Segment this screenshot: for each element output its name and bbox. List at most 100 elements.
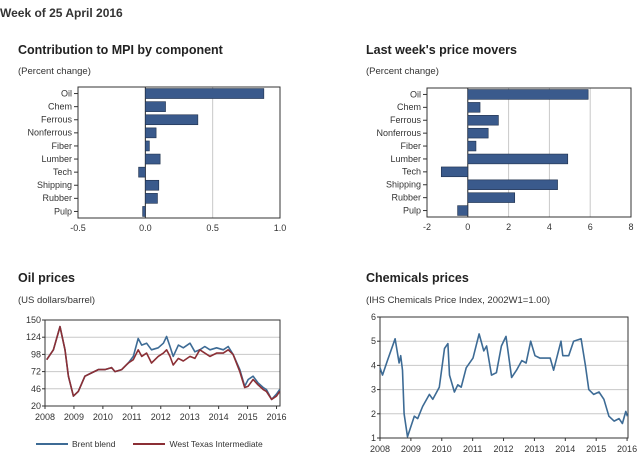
chemicals-prices-line-chart: 1 2 3 4 5 6 2008 2009 2010 2011 2012 2013 2014 2015 20… — [370, 312, 637, 454]
bar-chem — [467, 102, 481, 113]
plot-frame — [379, 316, 629, 439]
bar-pulp — [457, 205, 469, 216]
y-tick-label: 3 — [371, 385, 376, 395]
category-label: Chem — [48, 102, 72, 112]
y-tick-label: 6 — [371, 312, 376, 322]
bar-chem — [145, 101, 166, 112]
category-label: Tech — [53, 167, 72, 177]
bar-pulp — [142, 206, 146, 217]
bar-ferrous — [467, 115, 499, 126]
category-label: Lumber — [41, 154, 72, 164]
x-tick-label: 2 — [506, 222, 511, 232]
x-tick-label: 0 — [465, 222, 470, 232]
y-tick-label: 2 — [371, 409, 376, 419]
bar-lumber — [467, 153, 569, 165]
x-tick-label: 2009 — [401, 444, 421, 454]
category-label: Lumber — [390, 154, 421, 164]
x-tick-label: 2016 — [617, 444, 637, 454]
x-tick-label: 2015 — [586, 444, 606, 454]
x-tick-label: 2011 — [463, 444, 482, 454]
y-tick-label: 20 — [31, 401, 41, 411]
bar-rubber — [467, 192, 516, 203]
chart-subtitle-mpi: (Percent change) — [18, 66, 91, 77]
series-line-west-texas-intermediate — [46, 325, 281, 401]
x-tick-label: 2016 — [267, 412, 287, 422]
price-movers-bar-chart: -2 0 2 4 6 8 Oil Chem Ferrous Nonferrous Fiber Lumb… — [376, 87, 634, 232]
legend-label-wti: West Texas Intermediate — [169, 439, 263, 449]
chart-subtitle-movers: (Percent change) — [366, 66, 439, 77]
plot-frame — [77, 86, 281, 219]
x-tick-label: 2013 — [524, 444, 544, 454]
category-label: Nonferrous — [376, 128, 421, 138]
bar-shipping — [145, 179, 160, 191]
x-tick-label: 2015 — [238, 412, 258, 422]
x-tick-label: 0.5 — [206, 223, 219, 233]
plot-frame — [426, 87, 632, 218]
bar-fiber — [145, 140, 150, 152]
x-tick-label: 4 — [547, 222, 552, 232]
category-label: Fiber — [400, 141, 421, 151]
x-tick-label: 2012 — [151, 412, 171, 422]
bar-shipping — [467, 179, 558, 190]
category-label: Oil — [410, 89, 421, 99]
x-tick-label: 1.0 — [274, 223, 287, 233]
bar-oil — [145, 88, 265, 99]
bar-fiber — [467, 140, 477, 152]
y-tick-label: 4 — [371, 360, 376, 370]
x-tick-label: 2014 — [209, 412, 229, 422]
oil-legend: Brent blend West Texas Intermediate — [36, 439, 263, 449]
chart-subtitle-chemicals: (IHS Chemicals Price Index, 2002W1=1.00) — [366, 295, 551, 306]
x-tick-label: 2011 — [122, 412, 141, 422]
legend-swatch-wti — [133, 443, 166, 445]
x-tick-label: -0.5 — [70, 223, 86, 233]
y-tick-label: 150 — [26, 315, 41, 325]
x-tick-label: 2012 — [494, 444, 514, 454]
bar-nonferrous — [467, 127, 489, 139]
bar-oil — [467, 89, 589, 100]
category-label: Shipping — [37, 180, 72, 190]
legend-label-brent: Brent blend — [72, 439, 116, 449]
plot-frame — [44, 319, 281, 407]
bar-lumber — [145, 153, 161, 165]
category-label: Ferrous — [390, 115, 422, 125]
series-line-chemicals-index — [379, 333, 629, 438]
page-title: Week of 25 April 2016 — [0, 6, 123, 20]
bar-tech — [440, 166, 469, 178]
y-tick-label: 124 — [26, 332, 41, 342]
x-tick-label: 8 — [628, 222, 633, 232]
category-label: Shipping — [386, 180, 421, 190]
category-label: Rubber — [42, 193, 72, 203]
mpi-bar-chart: -0.5 0.0 0.5 1.0 Oil Chem Ferrous Nonferrous Fib… — [27, 86, 287, 233]
category-label: Oil — [61, 88, 72, 98]
x-tick-label: 2010 — [93, 412, 113, 422]
y-tick-label: 98 — [31, 349, 41, 359]
x-tick-label: 2009 — [64, 412, 84, 422]
bar-tech — [138, 166, 146, 178]
chart-title-chemicals: Chemicals prices — [366, 271, 469, 285]
category-label: Nonferrous — [27, 128, 72, 138]
chart-subtitle-oil: (US dollars/barrel) — [18, 295, 96, 306]
category-label: Ferrous — [41, 115, 73, 125]
bar-rubber — [145, 193, 158, 204]
category-label: Tech — [402, 167, 421, 177]
category-label: Pulp — [403, 205, 421, 215]
x-tick-label: 0.0 — [139, 223, 152, 233]
bar-ferrous — [145, 114, 199, 126]
x-tick-label: 2010 — [432, 444, 452, 454]
x-tick-label: 2014 — [555, 444, 575, 454]
y-tick-label: 5 — [371, 336, 376, 346]
chart-title-oil: Oil prices — [18, 271, 75, 285]
legend-swatch-brent — [36, 443, 68, 445]
category-label: Pulp — [54, 206, 72, 216]
x-tick-label: -2 — [423, 222, 431, 232]
y-tick-label: 1 — [371, 433, 376, 443]
x-tick-label: 2008 — [35, 412, 55, 422]
y-tick-label: 46 — [31, 384, 41, 394]
chart-title-movers: Last week's price movers — [366, 43, 517, 57]
chart-title-mpi: Contribution to MPI by component — [18, 43, 223, 57]
x-tick-label: 2008 — [370, 444, 390, 454]
category-label: Chem — [397, 102, 421, 112]
category-label: Fiber — [51, 141, 72, 151]
oil-prices-line-chart: 20 46 72 98 124 150 2008 2009 2010 2011 2012 2013 20… — [26, 315, 287, 422]
category-label: Rubber — [391, 192, 421, 202]
